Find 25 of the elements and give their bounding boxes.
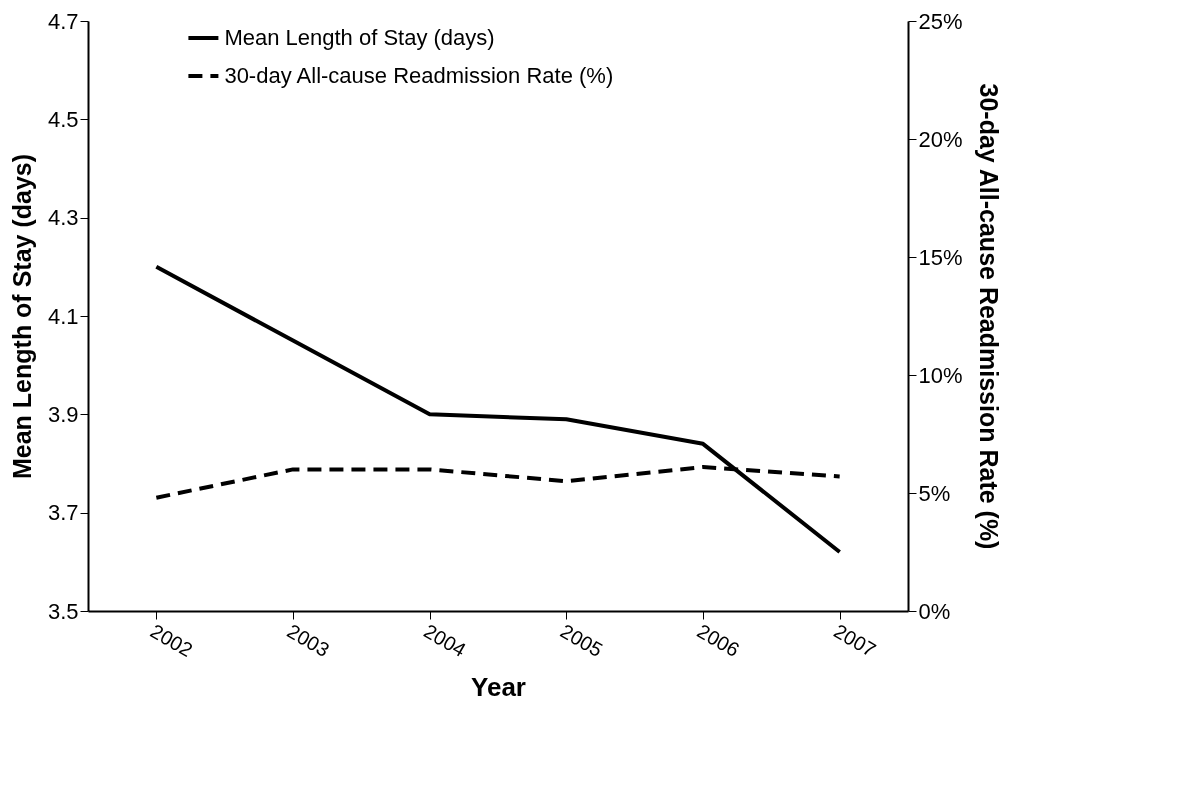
y-tick-label: 4.5 [47, 106, 79, 132]
legend-label: 30-day All-cause Readmission Rate (%) [224, 63, 614, 88]
x-axis-title: Year [471, 672, 526, 703]
x-tick-label: 2006 [693, 619, 744, 662]
y2-tick-label: 10% [918, 362, 963, 388]
y-axis-title: Mean Length of Stay (days) [7, 153, 36, 480]
x-tick-label: 2002 [146, 619, 197, 662]
y-tick-label: 4.7 [47, 8, 79, 34]
y-tick-label: 4.3 [47, 205, 79, 231]
x-tick-label: 2005 [556, 619, 607, 662]
y2-tick-label: 25% [918, 8, 963, 34]
y2-axis-title: 30-day All-cause Readmission Rate (%) [974, 83, 1003, 550]
x-tick-label: 2004 [420, 619, 470, 662]
y-tick-label: 3.5 [47, 598, 79, 624]
y-tick-label: 4.1 [47, 303, 79, 329]
x-tick-label: 2003 [283, 619, 334, 662]
line-series [154, 264, 842, 554]
y-tick-label: 3.7 [47, 500, 79, 526]
y2-tick-label: 5% [918, 480, 951, 506]
x-tick-label: 2007 [830, 619, 880, 662]
y2-tick-label: 0% [918, 598, 951, 624]
y2-tick-label: 20% [918, 126, 963, 152]
y-tick-label: 3.9 [47, 401, 79, 427]
legend-label: Mean Length of Stay (days) [224, 25, 495, 50]
y2-tick-label: 15% [918, 244, 963, 270]
